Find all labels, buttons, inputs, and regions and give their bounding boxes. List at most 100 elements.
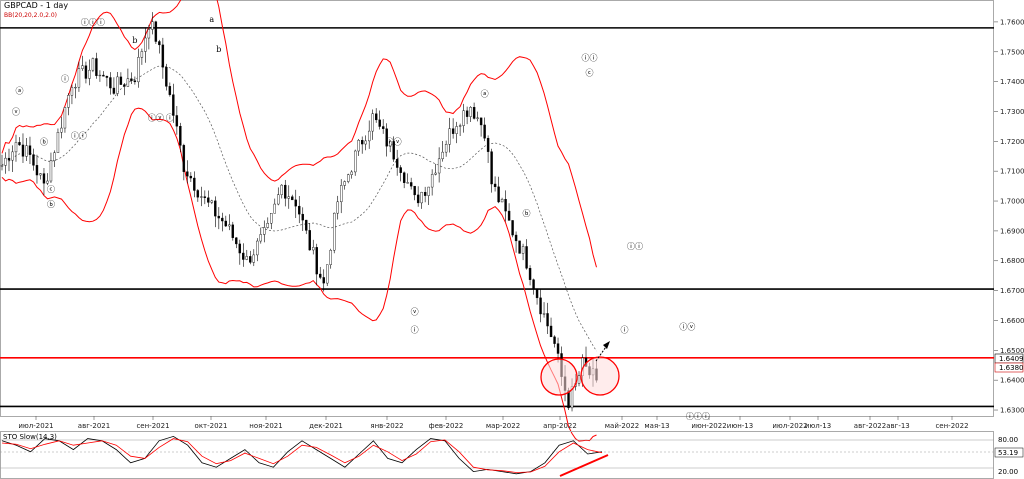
highlight-circle-right [580,356,620,396]
candle-body [67,95,70,108]
candle-body [367,130,371,142]
y-tick-label: 1.6900 [1000,227,1024,235]
wave-label: ⓑ [523,209,531,218]
candle-body [210,200,214,203]
candle-body [203,196,207,198]
wave-label: ⓘⓥ [148,113,164,122]
candle-body [319,273,322,278]
price-axis: 1.7600 1.7500 1.7400 1.7300 1.7200 1.7100 1.70… [994,18,1024,415]
candle-body [88,69,91,79]
candle-body [123,84,126,87]
candle-body [388,141,392,147]
candle-body [28,145,32,155]
candle-body [98,74,102,77]
x-tick-label: июл-2022 [772,422,807,430]
bollinger-upper [1,0,597,268]
candle-body [242,252,245,260]
price-badge-second: 1.6380 [999,364,1024,372]
x-tick-label: дек-2021 [309,422,343,430]
y-tick-label: 1.7100 [1000,168,1024,176]
candle-body [511,220,514,236]
candle-body [81,65,84,69]
candle-body [420,191,423,204]
candle-body [430,174,434,188]
arrow-up-right-icon [595,341,610,362]
candle-body [329,249,332,265]
candle-body [322,277,325,284]
date-axis: июл-2021 авг-2021 сен-2021 окт-2021 ноя-2021… [18,416,969,430]
candle-body [476,117,479,119]
candle-body [504,199,507,212]
candle-body [238,243,242,254]
candle-body [479,117,483,126]
candle-body [308,230,311,251]
candle-body [109,77,112,89]
candle-body [175,115,179,127]
candle-body [458,125,462,127]
candle-body [514,234,518,242]
osc-level-80: 80.00 [998,436,1018,444]
candle-body [305,219,308,231]
wave-label: ⓘⓘ [582,54,598,63]
candle-body [32,154,35,166]
wave-label: ⓘ [166,113,174,122]
wave-label: ⓘ [61,75,69,84]
candle-body [102,74,105,77]
wave-label: b [132,36,137,45]
candle-body [196,190,200,198]
wave-label: ⓒ [47,185,55,194]
candle-body [301,213,304,221]
wave-label: ⓥ [12,107,20,116]
candle-body [525,246,528,269]
wave-label: ⓘⓘ [71,131,87,140]
oscillator-panel: STO Slow(14,3) 80.00 53.19 20.00 [0,431,1024,479]
wave-label: ⓘⓥ [386,137,402,146]
candle-body [507,210,511,221]
candle-body [364,140,367,145]
x-tick-label: ноя-2021 [249,422,282,430]
candle-body [371,113,374,132]
candle-body [416,194,420,204]
candle-body [84,65,88,79]
candle-body [357,139,360,152]
candle-body [154,21,158,42]
candle-body [235,237,238,245]
candle-body [147,29,151,39]
candle-body [409,182,413,187]
candle-body [444,144,448,153]
candle-body [105,76,109,78]
candle-body [395,159,399,168]
candle-body [140,51,144,58]
candle-body [483,124,486,139]
candle-body [60,127,63,133]
candle-body [465,110,469,117]
x-tick-label: сен-2021 [136,422,169,430]
candle-body [374,113,378,121]
candle-body [336,201,339,214]
candle-body [392,141,395,160]
candle-body [455,126,458,134]
candle-body [179,126,182,146]
x-tick-label: июл-13 [805,422,831,430]
y-tick-label: 1.6700 [1000,287,1024,295]
candle-body [56,132,60,153]
x-tick-label: мая-13 [644,422,669,430]
candle-body [63,107,67,129]
candle-body [46,180,49,184]
candle-body [273,203,276,214]
wave-label: ⓒ [586,69,594,78]
y-tick-label: 1.7500 [1000,48,1024,56]
candle-body [266,223,269,228]
candle-body [221,217,224,222]
candle-body [189,175,193,179]
candle-body [556,343,560,354]
candle-body [21,144,25,157]
candle-body [74,86,77,89]
y-tick-label: 1.7300 [1000,108,1024,116]
candle-body [497,186,500,203]
bollinger-lower [1,107,597,442]
candle-body [25,145,28,157]
candle-body [263,227,266,235]
candle-body [70,87,74,96]
candle-body [130,78,133,81]
